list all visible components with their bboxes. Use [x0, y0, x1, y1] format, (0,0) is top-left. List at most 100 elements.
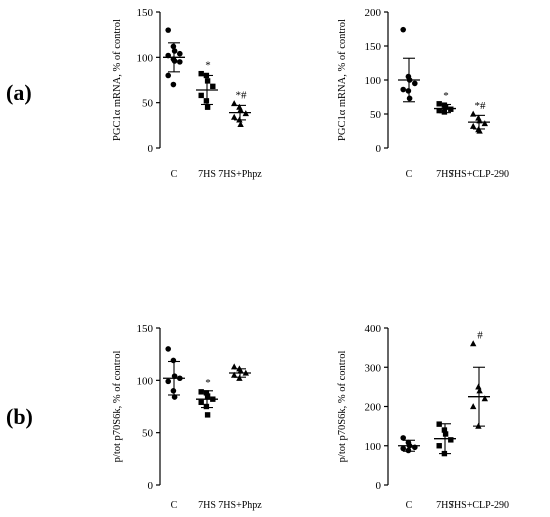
- data-point-triangle: [237, 367, 244, 374]
- chart-3: 0 50 100 150 p/tot p70S6k, % of control C 7HS *…: [112, 323, 262, 511]
- data-point-square: [442, 431, 449, 437]
- panel-label-b: (b): [6, 404, 33, 429]
- data-point-triangle: [481, 120, 488, 127]
- data-point-square: [436, 443, 442, 449]
- data-point-circle: [171, 58, 178, 64]
- y-tick-label: 100: [365, 441, 382, 453]
- y-tick-label: 300: [365, 362, 382, 374]
- data-point-triangle: [470, 403, 477, 410]
- y-tick-label: 50: [142, 98, 154, 110]
- significance-annotation: *#: [475, 100, 487, 112]
- data-point-square: [204, 104, 211, 110]
- data-point-circle: [171, 394, 178, 400]
- y-tick-label: 100: [137, 52, 154, 64]
- category-label: 7HS+Phpz: [218, 500, 262, 511]
- data-point-circle: [170, 43, 177, 50]
- data-point-circle: [412, 80, 418, 87]
- category-label: 7HS+Phpz: [218, 169, 262, 180]
- data-point-square: [441, 427, 448, 433]
- data-point-triangle: [470, 340, 477, 347]
- y-axis-label: p/tot p70S6k, % of control: [337, 351, 348, 463]
- chart-2: 0 50 100 150 200 PGC1α mRNA, % of control C 7HS…: [337, 7, 509, 180]
- data-point-square: [204, 78, 211, 84]
- y-tick-label: 400: [365, 323, 382, 335]
- data-point-square: [204, 393, 211, 399]
- data-point-square: [442, 104, 449, 110]
- data-point-circle: [165, 346, 171, 352]
- data-point-square: [203, 390, 210, 396]
- data-point-square: [198, 389, 204, 395]
- data-point-circle: [171, 373, 178, 379]
- data-point-triangle: [237, 121, 244, 128]
- y-tick-label: 0: [148, 480, 154, 492]
- data-point-triangle: [237, 106, 244, 113]
- data-point-circle: [400, 435, 407, 441]
- data-point-square: [204, 412, 211, 418]
- y-tick-label: 150: [137, 7, 154, 19]
- data-point-square: [448, 437, 454, 443]
- y-tick-label: 50: [370, 109, 382, 121]
- data-point-circle: [170, 357, 177, 364]
- data-point-circle: [177, 59, 183, 65]
- data-point-circle: [400, 26, 407, 33]
- category-label: 7HS+CLP-290: [449, 500, 509, 511]
- panel-label-a: (a): [6, 80, 32, 105]
- significance-annotation: *: [205, 60, 211, 72]
- y-tick-label: 200: [365, 7, 382, 19]
- data-point-circle: [177, 50, 183, 57]
- data-point-triangle: [231, 363, 238, 370]
- y-tick-label: 0: [376, 143, 382, 155]
- significance-annotation: #: [477, 330, 483, 342]
- data-point-circle: [170, 388, 177, 394]
- category-label: C: [406, 169, 413, 180]
- y-tick-label: 150: [137, 323, 154, 335]
- category-label: 7HS: [436, 500, 454, 511]
- category-label: 7HS: [198, 500, 216, 511]
- data-point-triangle: [476, 127, 483, 134]
- y-tick-label: 200: [365, 402, 382, 414]
- category-label: 7HS: [436, 169, 454, 180]
- data-point-square: [198, 70, 204, 77]
- y-axis-label: p/tot p70S6k, % of control: [112, 351, 123, 463]
- y-tick-label: 100: [137, 375, 154, 387]
- data-point-triangle: [231, 100, 238, 107]
- category-label: 7HS+CLP-290: [449, 169, 509, 180]
- category-label: C: [171, 169, 178, 180]
- category-label: C: [406, 500, 413, 511]
- data-point-triangle: [476, 387, 483, 394]
- data-point-square: [210, 83, 216, 90]
- y-tick-label: 150: [365, 41, 382, 53]
- y-tick-label: 0: [376, 480, 382, 492]
- data-point-circle: [400, 86, 407, 93]
- data-point-square: [436, 101, 442, 107]
- data-point-square: [198, 92, 204, 99]
- data-point-circle: [405, 88, 412, 94]
- data-point-circle: [406, 95, 413, 102]
- data-point-circle: [165, 27, 171, 33]
- y-tick-label: 0: [148, 143, 154, 155]
- data-point-triangle: [475, 383, 482, 390]
- data-point-square: [436, 107, 442, 114]
- category-label: C: [171, 500, 178, 511]
- y-tick-label: 50: [142, 428, 154, 440]
- data-point-triangle: [236, 374, 243, 381]
- significance-annotation: *: [443, 90, 449, 102]
- category-label: 7HS: [198, 169, 216, 180]
- data-point-triangle: [231, 113, 238, 120]
- significance-annotation: *#: [236, 90, 248, 102]
- data-point-circle: [170, 81, 177, 88]
- data-point-square: [203, 403, 210, 410]
- data-point-square: [441, 109, 448, 115]
- chart-1: 0 50 100 150 PGC1α mRNA, % of control C 7HS * 7H…: [112, 7, 262, 180]
- data-point-triangle: [470, 122, 477, 129]
- data-point-triangle: [481, 395, 488, 402]
- data-point-square: [448, 106, 454, 112]
- data-point-square: [203, 98, 210, 104]
- data-point-circle: [165, 378, 171, 385]
- data-point-circle: [405, 447, 412, 454]
- data-point-circle: [165, 72, 171, 79]
- data-point-triangle: [231, 371, 238, 378]
- significance-annotation: *: [205, 377, 211, 389]
- y-axis-label: PGC1α mRNA, % of control: [337, 19, 348, 141]
